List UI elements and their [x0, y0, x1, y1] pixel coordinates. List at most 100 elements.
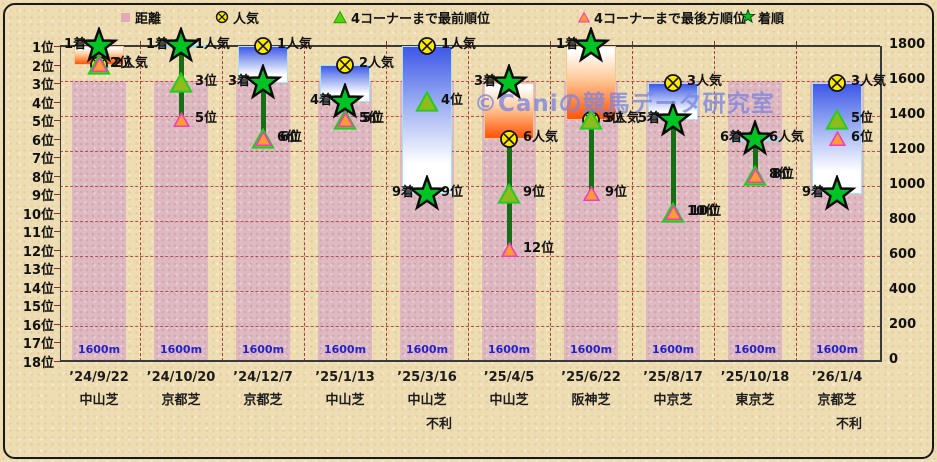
top-tick — [140, 41, 141, 46]
rank-axis-label: 17位 — [22, 337, 54, 352]
point-label: 5位 — [362, 111, 385, 126]
popularity-icon — [499, 129, 519, 149]
x-label-date: ’24/9/22 — [69, 370, 129, 385]
legend-label-distance: 距離 — [135, 12, 162, 27]
rank-tick — [54, 360, 60, 362]
finish-star-icon — [571, 25, 611, 65]
x-label-date: ’25/1/13 — [315, 370, 375, 385]
distance-gridline — [60, 256, 880, 257]
rear-position-icon — [664, 203, 683, 221]
distance-axis-label: 1400 — [889, 107, 926, 122]
x-label-track: 中山芝 — [407, 393, 447, 408]
rank-axis-label: 4位 — [31, 96, 54, 112]
point-label: 2人気 — [113, 55, 149, 71]
front-position-icon — [578, 108, 604, 131]
finish-star-icon — [243, 62, 283, 102]
x-label-track: 阪神芝 — [571, 393, 611, 408]
rank-tick — [54, 249, 60, 251]
point-label: 6位 — [280, 129, 303, 145]
popularity-icon — [663, 73, 683, 93]
point-label: 5位 — [602, 111, 625, 126]
front-position-icon — [168, 71, 194, 94]
distance-value-label: 1600m — [323, 343, 367, 356]
rear-position-icon — [336, 111, 355, 128]
popularity-icon — [417, 36, 437, 56]
column-gridline — [468, 46, 469, 361]
distance-value-label: 1600m — [651, 343, 695, 356]
rank-axis-label: 16位 — [22, 318, 54, 334]
distance-value-label: 1600m — [815, 343, 859, 356]
rank-tick — [54, 323, 60, 325]
distance-gridline — [60, 221, 880, 222]
rank-axis-label: 14位 — [22, 281, 54, 297]
finish-star-icon — [79, 25, 119, 65]
popularity-icon — [253, 36, 273, 56]
rank-tick — [54, 46, 60, 47]
distance-value-label: 1600m — [487, 343, 531, 356]
finish-star-icon — [407, 173, 447, 213]
distance-axis-label: 1200 — [889, 142, 926, 157]
point-label: 10位 — [690, 203, 722, 219]
popularity-icon — [827, 73, 847, 93]
point-label: 9着 — [801, 185, 824, 200]
top-tick — [796, 41, 797, 46]
finish-star-icon — [735, 117, 775, 158]
finish-star-icon — [161, 25, 201, 65]
point-label: 3位 — [195, 74, 218, 89]
front-position-icon — [496, 182, 522, 205]
finish-legend-icon — [740, 9, 756, 24]
distance-gridline — [60, 291, 880, 292]
distance-axis-label: 600 — [889, 247, 917, 262]
x-label-track: 京都芝 — [817, 393, 857, 408]
distance-value-label: 1600m — [159, 343, 203, 356]
point-label: 9位 — [605, 185, 628, 200]
distance-value-label: 1600m — [77, 343, 121, 356]
rank-axis-label: 1位 — [31, 41, 54, 56]
race-note-label: 不利 — [425, 417, 452, 432]
rank-tick — [54, 194, 60, 195]
rear-position-icon — [828, 129, 847, 147]
x-label-track: 中山芝 — [325, 393, 365, 408]
rank-axis-label: 3位 — [31, 78, 54, 93]
point-label: 1人気 — [195, 37, 231, 52]
distance-axis-label: 400 — [889, 282, 917, 297]
x-label-date: ’25/10/18 — [720, 370, 790, 385]
left-axis-line — [60, 46, 61, 361]
bottom-axis-line — [60, 360, 882, 362]
point-label: 6人気 — [523, 129, 559, 145]
column-gridline — [714, 46, 715, 361]
finish-star-icon — [489, 62, 529, 102]
legend-label-finish: 着順 — [758, 12, 785, 27]
point-label: 8位 — [769, 166, 792, 182]
front-position-legend-icon — [333, 11, 347, 24]
rank-axis-label: 13位 — [22, 263, 54, 278]
distance-legend-icon — [121, 13, 130, 22]
point-label: 5着 — [637, 111, 660, 126]
race-note-label: 不利 — [835, 417, 862, 432]
x-label-date: ’25/4/5 — [483, 370, 535, 385]
distance-value-label: 1600m — [569, 343, 613, 356]
point-label: 6着 — [719, 129, 742, 145]
top-tick — [386, 41, 387, 46]
rank-axis-label: 12位 — [22, 244, 54, 260]
point-label: 12位 — [523, 240, 555, 256]
legend-label-front: 4コーナーまで最前順位 — [351, 12, 491, 27]
distance-value-label: 1600m — [405, 343, 449, 356]
distance-gridline — [60, 151, 880, 152]
rank-axis-label: 10位 — [22, 207, 54, 223]
point-label: 10位 — [687, 203, 719, 219]
x-label-date: ’26/1/4 — [811, 370, 863, 385]
distance-axis-label: 1000 — [889, 177, 926, 192]
rank-axis-label: 15位 — [22, 300, 54, 315]
distance-axis-label: 200 — [889, 317, 917, 332]
point-label: 3着 — [227, 74, 250, 89]
point-label: 1人気 — [277, 37, 313, 52]
finish-star-icon — [817, 173, 857, 213]
rank-axis-label: 9位 — [31, 189, 54, 204]
distance-gridline — [60, 116, 880, 117]
point-label: 2人気 — [359, 55, 395, 71]
rank-tick — [54, 231, 60, 232]
rank-axis-label: 2位 — [31, 59, 54, 75]
point-label: 5位 — [851, 111, 874, 126]
